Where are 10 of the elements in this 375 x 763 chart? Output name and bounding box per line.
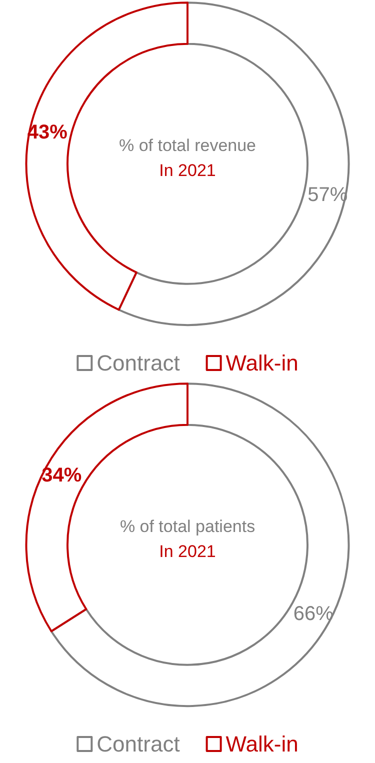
text: In 2021	[159, 161, 216, 180]
text: % of total patients	[120, 517, 256, 536]
legend-label: Contract	[96, 732, 180, 756]
text: In 2021	[159, 542, 216, 561]
data-label: 66%	[293, 603, 334, 626]
text: % of total revenue	[118, 136, 256, 155]
legend-label: Contract	[96, 350, 180, 376]
legend-label: Walk-in	[226, 732, 298, 756]
data-label: 34%	[42, 464, 82, 487]
legend-label: Walk-in	[226, 350, 298, 376]
